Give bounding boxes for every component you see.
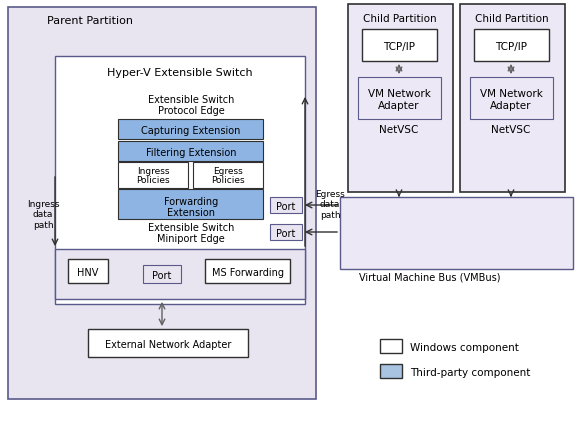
Text: Adapter: Adapter bbox=[490, 101, 532, 111]
Text: Protocol Edge: Protocol Edge bbox=[158, 106, 224, 116]
Bar bbox=[143, 265, 181, 283]
Text: Parent Partition: Parent Partition bbox=[47, 16, 133, 26]
Text: Filtering Extension: Filtering Extension bbox=[146, 148, 236, 158]
Text: VM Network: VM Network bbox=[480, 89, 542, 99]
Text: Adapter: Adapter bbox=[378, 101, 420, 111]
Text: NetVSC: NetVSC bbox=[379, 125, 419, 135]
Bar bbox=[8, 8, 316, 399]
Text: Child Partition: Child Partition bbox=[475, 14, 549, 24]
Bar bbox=[118, 190, 263, 220]
Text: Ingress: Ingress bbox=[137, 167, 169, 176]
Text: VM Network: VM Network bbox=[368, 89, 430, 99]
Bar bbox=[88, 329, 248, 357]
Bar bbox=[358, 78, 441, 120]
Bar bbox=[55, 250, 305, 299]
Text: Policies: Policies bbox=[136, 176, 170, 185]
Bar bbox=[470, 78, 553, 120]
Bar bbox=[474, 30, 549, 62]
Text: HNV: HNV bbox=[77, 267, 99, 277]
Text: Port: Port bbox=[276, 201, 296, 211]
Text: External Network Adapter: External Network Adapter bbox=[105, 339, 231, 349]
Text: Extension: Extension bbox=[167, 207, 215, 217]
Bar bbox=[118, 141, 263, 161]
Text: Third-party component: Third-party component bbox=[410, 367, 530, 377]
Text: Port: Port bbox=[153, 270, 172, 280]
Text: Port: Port bbox=[276, 228, 296, 238]
Text: NetVSC: NetVSC bbox=[491, 125, 531, 135]
Text: MS Forwarding: MS Forwarding bbox=[212, 267, 284, 277]
Text: Windows component: Windows component bbox=[410, 342, 519, 352]
Text: Child Partition: Child Partition bbox=[363, 14, 437, 24]
Bar bbox=[362, 30, 437, 62]
Text: TCP/IP: TCP/IP bbox=[383, 42, 415, 52]
Bar bbox=[270, 224, 302, 240]
Text: Miniport Edge: Miniport Edge bbox=[157, 233, 225, 243]
Bar bbox=[118, 120, 263, 140]
Bar bbox=[55, 57, 305, 304]
Text: Egress: Egress bbox=[213, 167, 243, 176]
Bar bbox=[193, 163, 263, 188]
Bar bbox=[270, 197, 302, 214]
Bar bbox=[118, 163, 188, 188]
Bar bbox=[205, 260, 290, 283]
Bar bbox=[348, 5, 453, 193]
Text: Egress
data
path: Egress data path bbox=[315, 190, 345, 220]
Text: Policies: Policies bbox=[211, 176, 245, 185]
Text: Hyper-V Extensible Switch: Hyper-V Extensible Switch bbox=[107, 68, 253, 78]
Text: Extensible Switch: Extensible Switch bbox=[148, 95, 234, 105]
Text: Virtual Machine Bus (VMBus): Virtual Machine Bus (VMBus) bbox=[359, 273, 501, 283]
Bar bbox=[68, 260, 108, 283]
Text: TCP/IP: TCP/IP bbox=[495, 42, 527, 52]
Text: Ingress
data
path: Ingress data path bbox=[27, 200, 59, 230]
Text: Extensible Switch: Extensible Switch bbox=[148, 223, 234, 233]
Text: Forwarding: Forwarding bbox=[164, 197, 218, 207]
Bar bbox=[460, 5, 565, 193]
Text: Capturing Extension: Capturing Extension bbox=[142, 126, 241, 136]
Bar bbox=[340, 197, 573, 270]
Bar bbox=[380, 364, 402, 378]
Bar bbox=[380, 339, 402, 353]
